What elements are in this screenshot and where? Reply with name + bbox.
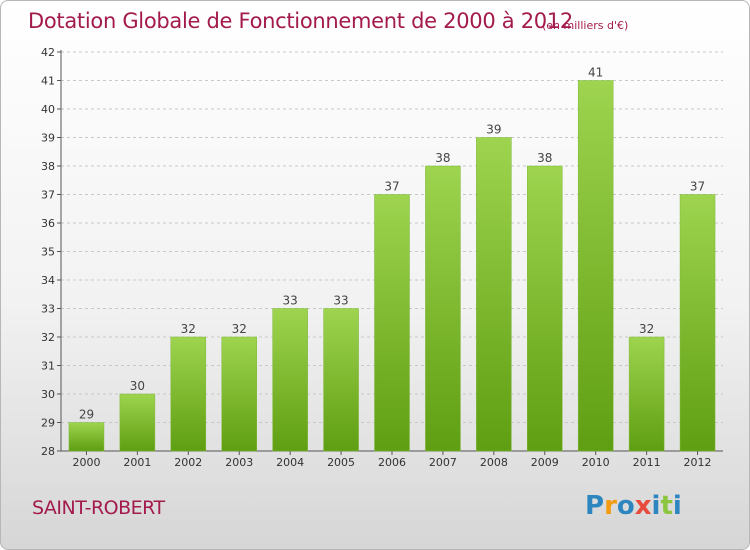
x-tick-label: 2004 bbox=[276, 456, 304, 469]
y-tick-label: 32 bbox=[41, 331, 55, 344]
chart-title: Dotation Globale de Fonctionnement de 20… bbox=[28, 9, 573, 33]
y-tick-label: 38 bbox=[41, 160, 55, 173]
bar bbox=[323, 308, 359, 452]
y-tick-label: 31 bbox=[41, 360, 55, 373]
bar-value-label: 30 bbox=[130, 379, 145, 393]
y-tick-label: 35 bbox=[41, 246, 55, 259]
bar bbox=[527, 165, 563, 452]
y-tick-label: 28 bbox=[41, 445, 55, 458]
logo-letter: P bbox=[585, 491, 605, 521]
commune-name: SAINT-ROBERT bbox=[32, 497, 165, 519]
bar bbox=[68, 422, 105, 452]
y-tick-label: 41 bbox=[41, 75, 55, 88]
bar bbox=[221, 336, 257, 452]
x-tick-label: 2001 bbox=[123, 456, 151, 469]
chart-subtitle: (en milliers d'€) bbox=[542, 19, 629, 32]
bar-value-label: 32 bbox=[181, 322, 196, 336]
x-tick-label: 2006 bbox=[378, 456, 406, 469]
logo-letter: r bbox=[604, 491, 617, 521]
proxiti-logo[interactable]: Proxiti bbox=[585, 491, 682, 521]
bar bbox=[476, 137, 512, 452]
x-tick-label: 2005 bbox=[327, 456, 355, 469]
bar-value-label: 29 bbox=[79, 408, 94, 422]
x-tick-label: 2003 bbox=[225, 456, 253, 469]
y-tick-label: 36 bbox=[41, 217, 55, 230]
logo-letter: o bbox=[616, 491, 635, 521]
y-tick-label: 39 bbox=[41, 132, 55, 145]
x-tick-label: 2010 bbox=[582, 456, 610, 469]
bar bbox=[272, 308, 308, 452]
y-tick-label: 42 bbox=[41, 46, 55, 59]
x-tick-label: 2011 bbox=[633, 456, 661, 469]
y-tick-label: 29 bbox=[41, 417, 55, 430]
bar bbox=[577, 80, 614, 452]
bar-value-label: 32 bbox=[639, 322, 654, 336]
logo-letter: x bbox=[634, 491, 652, 521]
data-labels: 29 30 32 32 33 33 37 38 39 38 41 32 37 bbox=[79, 66, 705, 422]
bar bbox=[628, 336, 665, 452]
y-tick-label: 37 bbox=[41, 189, 55, 202]
y-tick-label: 34 bbox=[41, 274, 55, 287]
x-tick-label: 2007 bbox=[429, 456, 457, 469]
x-tick-label: 2000 bbox=[72, 456, 100, 469]
x-tick-label: 2009 bbox=[531, 456, 559, 469]
bar-value-label: 39 bbox=[486, 123, 501, 137]
x-tick-label: 2012 bbox=[684, 456, 712, 469]
bar-value-label: 38 bbox=[435, 151, 450, 165]
y-tick-label: 40 bbox=[41, 103, 55, 116]
bar-value-label: 41 bbox=[588, 66, 603, 80]
logo-letter: t bbox=[660, 491, 673, 521]
bar-value-label: 33 bbox=[283, 294, 298, 308]
bar-value-label: 37 bbox=[690, 180, 705, 194]
bar bbox=[170, 336, 207, 452]
bar-value-label: 38 bbox=[537, 151, 552, 165]
bar bbox=[679, 194, 716, 452]
logo-letter: i bbox=[651, 491, 661, 521]
logo-letter: i bbox=[672, 491, 682, 521]
bar-value-label: 37 bbox=[384, 180, 399, 194]
bars bbox=[68, 80, 716, 452]
bar bbox=[425, 165, 461, 452]
bar-value-label: 32 bbox=[232, 322, 247, 336]
bar-value-label: 33 bbox=[333, 294, 348, 308]
x-tick-label: 2002 bbox=[174, 456, 202, 469]
y-tick-label: 30 bbox=[41, 388, 55, 401]
bar bbox=[374, 194, 410, 452]
y-tick-label: 33 bbox=[41, 303, 55, 316]
bar bbox=[119, 393, 156, 452]
x-tick-label: 2008 bbox=[480, 456, 508, 469]
